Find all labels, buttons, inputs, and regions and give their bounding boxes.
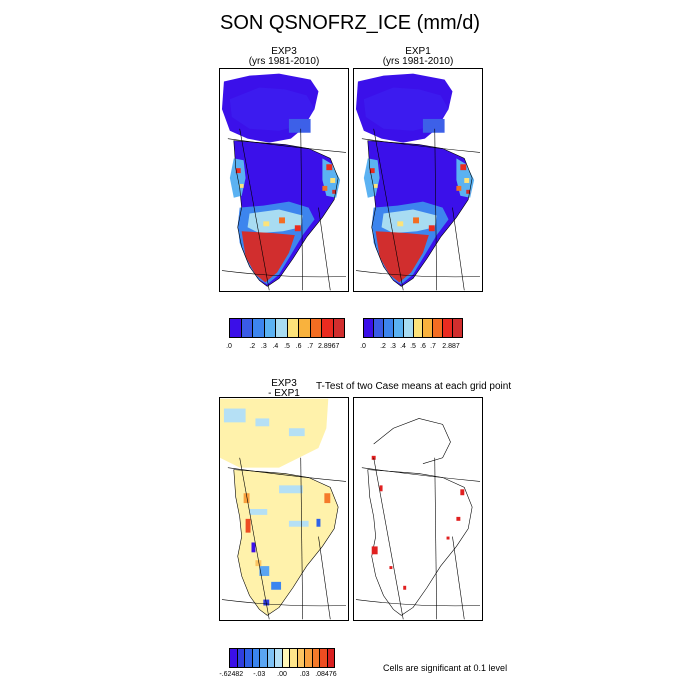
colorbar-tick-label: .7: [307, 343, 314, 350]
colorbar-swatch: [241, 319, 253, 337]
colorbar-tick-label: .7: [430, 343, 436, 350]
colorbar-swatch: [264, 319, 276, 337]
colorbar-swatch: [237, 649, 245, 667]
colorbar-tick-label: .6: [295, 343, 302, 350]
colorbar-tick-label: 2.887: [442, 343, 460, 350]
colorbar-swatch: [230, 649, 238, 667]
colorbar-swatch: [403, 319, 414, 337]
map-panel-exp1: [353, 68, 483, 292]
colorbar-tick-label: .08476: [315, 671, 337, 678]
colorbar-swatch: [282, 649, 290, 667]
figure-title: SON QSNOFRZ_ICE (mm/d): [219, 12, 480, 34]
colorbar-swatch: [276, 319, 288, 337]
colorbar-swatch: [305, 649, 313, 667]
colorbar-swatch: [297, 649, 305, 667]
colorbar-swatch: [252, 649, 260, 667]
panel-exp1-years: (yrs 1981-2010): [382, 56, 454, 67]
colorbar-tick-label: -.03: [253, 671, 266, 678]
colorbar-tick-label: .5: [410, 343, 416, 350]
colorbar-swatch: [312, 649, 320, 667]
panel-diff-line2: - EXP1: [268, 388, 300, 399]
colorbar-exp1-labels: .0 .2 .3 .4 .5 .6 .7 2.887: [360, 343, 463, 353]
colorbar-swatch: [275, 649, 283, 667]
colorbar-swatch: [253, 319, 265, 337]
panel-exp3-years: (yrs 1981-2010): [248, 56, 320, 67]
colorbar-tick-label: .0: [360, 343, 366, 350]
panel-title-exp1: EXP1 (yrs 1981-2010): [353, 47, 483, 67]
colorbar-swatch: [433, 319, 444, 337]
colorbar-swatch: [373, 319, 384, 337]
colorbar-tick-label: .6: [420, 343, 426, 350]
panel-diff-line1: EXP3: [271, 378, 297, 389]
colorbar-tick-label: .3: [390, 343, 396, 350]
map-panel-ttest: [353, 397, 483, 621]
colorbar-tick-label: .2: [380, 343, 386, 350]
colorbar-tick-label: 2.8967: [318, 343, 340, 350]
colorbar-swatch: [383, 319, 394, 337]
significance-note: Cells are significant at 0.1 level: [383, 663, 508, 673]
colorbar-exp1: [363, 318, 463, 338]
colorbar-tick-label: .2: [249, 343, 256, 350]
map-panel-difference: [219, 397, 349, 621]
colorbar-tick-label: .00: [277, 671, 287, 678]
colorbar-exp3: [229, 318, 345, 338]
colorbar-swatch: [413, 319, 424, 337]
colorbar-difference-labels: -.62482 -.03 .00 .03 .08476: [219, 671, 337, 681]
colorbar-swatch: [327, 649, 334, 667]
colorbar-tick-label: -.62482: [219, 671, 244, 678]
map-panel-exp3: [219, 68, 349, 292]
colorbar-difference: [229, 648, 335, 668]
panel-title-ttest: T-Test of two Case means at each grid po…: [316, 381, 512, 392]
colorbar-tick-label: .03: [299, 671, 310, 678]
colorbar-tick-label: .4: [400, 343, 406, 350]
colorbar-swatch: [310, 319, 322, 337]
colorbar-swatch: [423, 319, 434, 337]
colorbar-swatch: [443, 319, 454, 337]
colorbar-exp3-labels: .0 .2 .3 .4 .5 .6 .7 2.8967: [226, 343, 345, 353]
colorbar-swatch: [287, 319, 299, 337]
colorbar-tick-label: .3: [260, 343, 267, 350]
colorbar-swatch: [453, 319, 463, 337]
colorbar-swatch: [299, 319, 311, 337]
colorbar-swatch: [393, 319, 404, 337]
colorbar-swatch: [322, 319, 334, 337]
colorbar-swatch: [290, 649, 298, 667]
colorbar-swatch: [333, 319, 344, 337]
panel-exp3-name: EXP3: [271, 46, 297, 57]
panel-exp1-name: EXP1: [405, 46, 431, 57]
colorbar-swatch: [320, 649, 328, 667]
panel-title-exp3: EXP3 (yrs 1981-2010): [219, 47, 349, 67]
colorbar-swatch: [230, 319, 242, 337]
colorbar-swatch: [260, 649, 268, 667]
colorbar-tick-label: .5: [284, 343, 290, 350]
panel-title-diff: EXP3 - EXP1: [219, 379, 349, 399]
colorbar-tick-label: .0: [226, 343, 232, 350]
colorbar-tick-label: .4: [272, 343, 279, 350]
colorbar-swatch: [267, 649, 275, 667]
colorbar-swatch: [245, 649, 253, 667]
colorbar-swatch: [364, 319, 374, 337]
